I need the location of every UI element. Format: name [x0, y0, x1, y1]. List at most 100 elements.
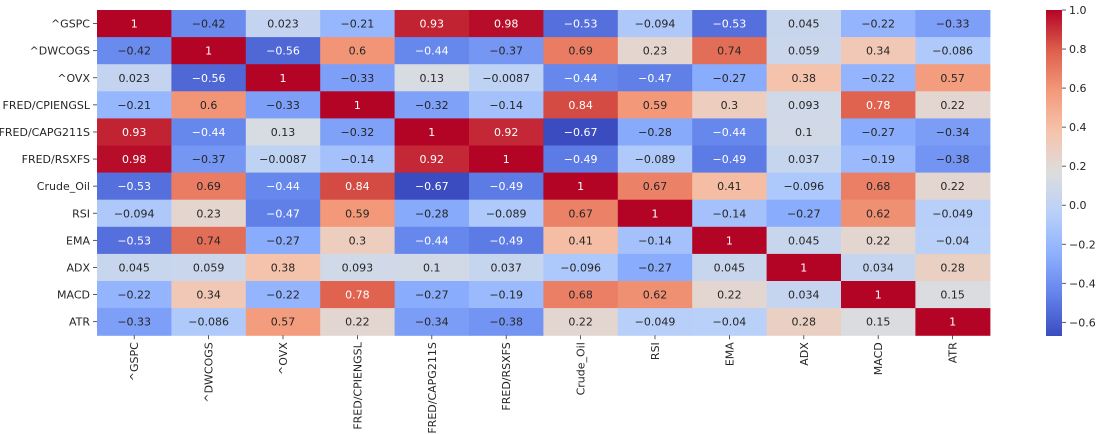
- x-tick-label: EMA: [723, 342, 736, 366]
- heatmap-cell: [97, 226, 172, 255]
- cell-value-label: −0.49: [564, 153, 598, 166]
- cell-value-label: −0.53: [117, 180, 151, 193]
- cell-value-label: −0.27: [713, 72, 747, 85]
- cell-value-label: 0.23: [196, 207, 221, 220]
- heatmap-cell: [469, 37, 544, 65]
- heatmap-cell: [543, 199, 619, 228]
- heatmap-cell: [766, 64, 842, 92]
- cell-value-label: 0.38: [792, 72, 817, 85]
- heatmap-cell: [766, 37, 842, 65]
- cell-value-label: −0.56: [266, 45, 300, 58]
- heatmap-cell: [245, 91, 321, 119]
- cell-value-label: 0.68: [568, 289, 593, 302]
- cell-value-label: 0.59: [345, 207, 370, 220]
- heatmap-cell: [543, 253, 619, 282]
- heatmap-cell: [320, 64, 396, 92]
- heatmap-cell: [97, 145, 172, 174]
- x-tick-label: ^DWCOGS: [203, 342, 216, 402]
- x-tick-label: FRED/CAPG211S: [426, 342, 439, 433]
- heatmap-cell: [915, 37, 991, 65]
- cell-value-label: 0.41: [717, 180, 742, 193]
- heatmap-cell: [617, 199, 693, 228]
- cell-value-label: 0.3: [349, 234, 367, 247]
- cell-value-label: −0.34: [936, 126, 970, 139]
- heatmap-cell: [766, 172, 842, 201]
- cell-value-label: −0.67: [564, 126, 598, 139]
- heatmap-cell: [469, 91, 544, 119]
- heatmap-cell: [320, 145, 396, 174]
- heatmap-cell: [915, 172, 991, 201]
- cell-value-label: −0.04: [936, 234, 970, 247]
- heatmap-cell: [469, 64, 544, 92]
- heatmap-cell: [766, 281, 842, 309]
- cell-value-label: 0.045: [118, 261, 150, 274]
- heatmap-cell: [692, 308, 768, 336]
- y-tick-label: MACD: [57, 289, 90, 302]
- cell-value-label: −0.22: [117, 289, 151, 302]
- colorbar-tick-label: 0.0: [1069, 199, 1087, 212]
- cell-value-label: −0.42: [192, 18, 226, 31]
- heatmap-cell: [394, 253, 470, 282]
- heatmap-cell: [171, 253, 247, 282]
- cell-value-label: −0.27: [787, 207, 821, 220]
- heatmap-cell: [915, 91, 991, 119]
- cell-value-label: 0.98: [122, 153, 147, 166]
- cell-value-label: 0.67: [643, 180, 668, 193]
- cell-value-label: −0.21: [341, 18, 375, 31]
- cell-value-label: −0.53: [117, 234, 151, 247]
- cell-value-label: −0.44: [713, 126, 747, 139]
- heatmap-cell: [841, 253, 916, 282]
- cell-value-label: 0.3: [721, 99, 739, 112]
- cell-value-label: −0.14: [638, 234, 672, 247]
- heatmap-cell: [171, 145, 247, 174]
- heatmap-cell: [245, 37, 321, 65]
- heatmap-cell: [97, 253, 172, 282]
- heatmap-cell: [543, 308, 619, 336]
- heatmap-cell: [543, 226, 619, 255]
- cell-value-label: 0.28: [792, 316, 817, 329]
- heatmap-cell: [394, 118, 470, 147]
- heatmap-cell: [171, 281, 247, 309]
- heatmap-cell: [245, 281, 321, 309]
- cell-value-label: −0.22: [861, 72, 895, 85]
- colorbar-ticks: 1.0 0.8 0.6 0.4 0.2 0.0 −0.2 −0.4 −0.6: [1062, 4, 1096, 329]
- heatmap-cell: [469, 308, 544, 336]
- y-tick-label: ^GSPC: [51, 18, 90, 31]
- cell-value-label: 0.23: [643, 45, 668, 58]
- heatmap-cell: [543, 91, 619, 119]
- cell-value-label: −0.44: [266, 180, 300, 193]
- heatmap-cell: [543, 118, 619, 147]
- heatmap-cell: [692, 37, 768, 65]
- heatmap-cell: [320, 308, 396, 336]
- heatmap-cell: [915, 308, 991, 336]
- cell-value-label: −0.34: [415, 316, 449, 329]
- heatmap-cell: [320, 253, 396, 282]
- heatmap-cell: [394, 64, 470, 92]
- heatmap-cell: [394, 145, 470, 174]
- y-tick-label: EMA: [66, 234, 90, 247]
- heatmap-cell: [97, 199, 172, 228]
- heatmap-cell: [841, 226, 916, 255]
- cell-value-label: 1: [205, 45, 212, 58]
- heatmap-cell: [617, 118, 693, 147]
- cell-value-label: 0.15: [866, 316, 891, 329]
- cell-value-label: −0.04: [713, 316, 747, 329]
- heatmap-cell: [692, 172, 768, 201]
- cell-value-label: 0.6: [349, 45, 367, 58]
- heatmap-cell: [766, 253, 842, 282]
- heatmap-cell: [97, 64, 172, 92]
- cell-value-label: −0.47: [266, 207, 300, 220]
- heatmap-cell: [97, 308, 172, 336]
- cell-value-label: −0.49: [713, 153, 747, 166]
- heatmap-cell: [617, 172, 693, 201]
- heatmap-cell: [766, 91, 842, 119]
- heatmap-cell: [766, 145, 842, 174]
- cell-value-label: −0.0087: [259, 153, 307, 166]
- cell-value-label: 1: [875, 289, 882, 302]
- heatmap-cell: [543, 10, 619, 38]
- heatmap-cell: [692, 10, 768, 38]
- heatmap-cell: [766, 308, 842, 336]
- cell-value-label: 0.62: [866, 207, 891, 220]
- cell-value-label: −0.0087: [482, 72, 530, 85]
